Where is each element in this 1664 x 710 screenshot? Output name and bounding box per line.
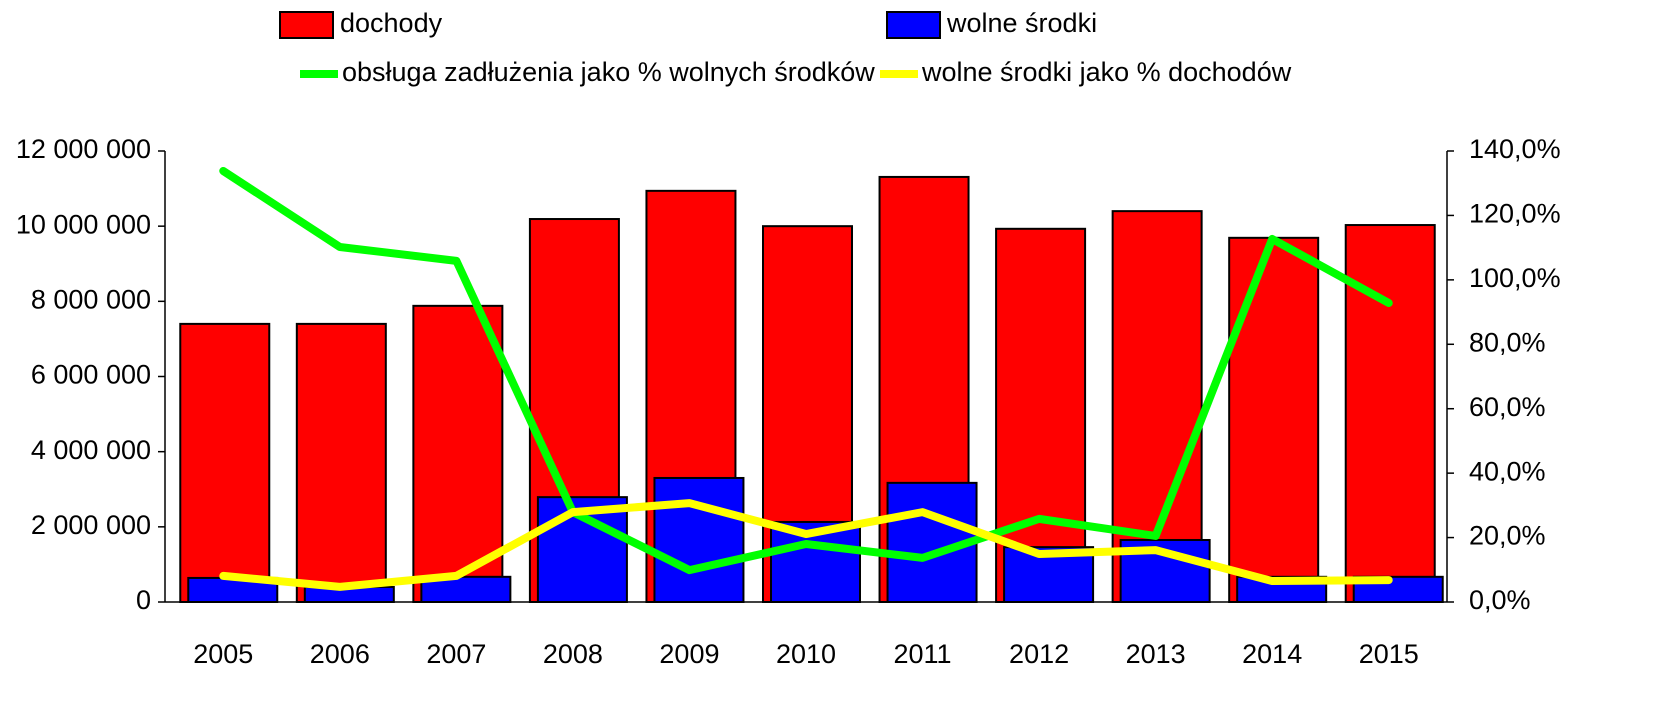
y2-tick-label: 0,0% [1469, 585, 1531, 615]
x-tick-label: 2008 [543, 639, 603, 669]
y2-tick-label: 140,0% [1469, 134, 1561, 164]
y2-tick-label: 20,0% [1469, 521, 1546, 551]
y-tick-label: 6 000 000 [31, 360, 151, 390]
legend-swatch [886, 11, 941, 39]
x-tick-label: 2013 [1126, 639, 1186, 669]
line-series [219, 499, 1393, 591]
legend-label: wolne środki jako % dochodów [921, 57, 1292, 87]
y-tick-label: 12 000 000 [16, 134, 151, 164]
y-tick-label: 4 000 000 [31, 435, 151, 465]
x-tick-label: 2006 [310, 639, 370, 669]
x-tick-label: 2010 [776, 639, 836, 669]
bar [295, 322, 387, 603]
bar [420, 575, 512, 603]
y-tick-label: 0 [136, 585, 151, 615]
bar [179, 322, 271, 603]
legend-swatch [279, 11, 334, 39]
y2-tick-label: 120,0% [1469, 199, 1561, 229]
bar [412, 304, 504, 603]
y-tick-label: 8 000 000 [31, 284, 151, 314]
x-tick-label: 2005 [193, 639, 253, 669]
bar [1344, 224, 1436, 604]
x-tick-label: 2009 [659, 639, 719, 669]
legend-label: obsługa zadłużenia jako % wolnych środkó… [342, 57, 875, 87]
x-tick-label: 2015 [1359, 639, 1419, 669]
x-tick-label: 2007 [426, 639, 486, 669]
legend-label: dochody [340, 8, 443, 38]
y-tick-label: 2 000 000 [31, 510, 151, 540]
x-tick-label: 2014 [1242, 639, 1302, 669]
y-tick-label: 10 000 000 [16, 209, 151, 239]
y2-tick-label: 80,0% [1469, 327, 1546, 357]
x-tick-label: 2012 [1009, 639, 1069, 669]
y2-tick-label: 60,0% [1469, 392, 1546, 422]
y2-tick-label: 40,0% [1469, 456, 1546, 486]
line-series [219, 166, 1393, 575]
bar [1228, 236, 1320, 603]
legend-label: wolne środki [946, 8, 1097, 38]
bar [653, 476, 745, 604]
y2-tick-label: 100,0% [1469, 263, 1561, 293]
x-tick-label: 2011 [894, 639, 952, 669]
